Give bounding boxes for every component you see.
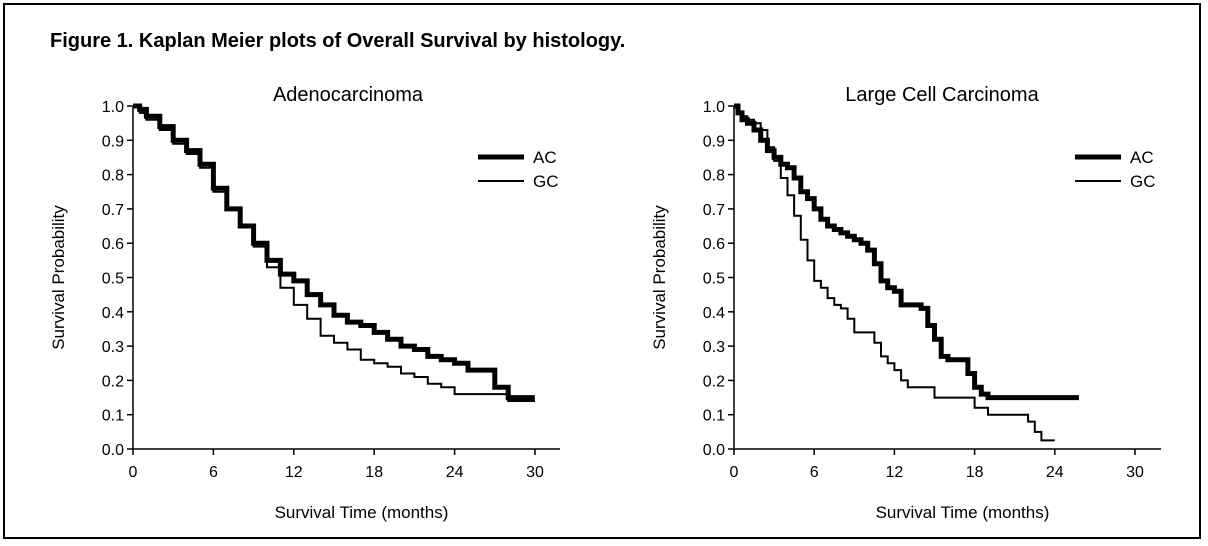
series-line-ac <box>133 103 535 401</box>
x-tick-label: 24 <box>446 464 464 481</box>
legend-label: AC <box>533 148 557 167</box>
y-tick-label: 0.2 <box>703 373 725 390</box>
y-tick-label: 0.6 <box>703 236 725 253</box>
y-tick-label: 0.2 <box>102 373 124 390</box>
y-tick-label: 0.0 <box>102 442 124 459</box>
y-tick-label: 0.8 <box>703 168 725 185</box>
x-tick-label: 6 <box>209 464 218 481</box>
x-tick-label: 0 <box>730 464 739 481</box>
y-tick-label: 0.9 <box>703 133 725 150</box>
y-axis-label: Survival Probability <box>650 205 669 350</box>
y-tick-label: 0.0 <box>703 442 725 459</box>
y-axis-label: Survival Probability <box>49 205 68 350</box>
x-axis-label: Survival Time (months) <box>876 503 1050 522</box>
y-tick-label: 0.8 <box>102 168 124 185</box>
figure-frame <box>3 3 1201 539</box>
y-tick-label: 0.4 <box>703 305 725 322</box>
y-tick-label: 0.3 <box>703 339 725 356</box>
y-tick-label: 0.1 <box>703 408 725 425</box>
x-tick-label: 12 <box>886 464 904 481</box>
chart-panel-1: Adenocarcinoma 0 6 12 18 24 30 0.0 0.1 0.2 0.3 0.4 0… <box>49 84 560 522</box>
figure-title: Figure 1. Kaplan Meier plots of Overall … <box>50 30 626 52</box>
y-tick-label: 0.3 <box>102 339 124 356</box>
y-tick-label: 1.0 <box>102 99 124 116</box>
x-tick-label: 18 <box>365 464 383 481</box>
x-tick-label: 24 <box>1046 464 1064 481</box>
y-tick-label: 0.5 <box>102 271 124 288</box>
legend-label: AC <box>1130 148 1154 167</box>
series-line-ac <box>734 103 1079 401</box>
chart-panel-2: Large Cell Carcinoma 0 6 12 18 24 30 0.0 0.1 0.2 0… <box>650 84 1161 522</box>
x-tick-label: 18 <box>966 464 984 481</box>
series-line-gc <box>133 105 535 402</box>
series-line-gc <box>734 105 1055 442</box>
y-tick-label: 1.0 <box>703 99 725 116</box>
y-tick-label: 0.5 <box>703 271 725 288</box>
x-tick-label: 30 <box>1126 464 1144 481</box>
legend-label: GC <box>1130 172 1156 191</box>
y-tick-label: 0.7 <box>102 202 124 219</box>
x-tick-label: 12 <box>285 464 303 481</box>
x-tick-label: 30 <box>526 464 544 481</box>
chart-title: Adenocarcinoma <box>273 84 424 106</box>
y-tick-label: 0.9 <box>102 133 124 150</box>
legend-label: GC <box>533 172 559 191</box>
y-tick-label: 0.7 <box>703 202 725 219</box>
x-axis-label: Survival Time (months) <box>275 503 449 522</box>
chart-title: Large Cell Carcinoma <box>845 84 1039 106</box>
x-tick-label: 0 <box>129 464 138 481</box>
y-tick-label: 0.4 <box>102 305 124 322</box>
y-tick-label: 0.6 <box>102 236 124 253</box>
y-tick-label: 0.1 <box>102 408 124 425</box>
x-tick-label: 6 <box>810 464 819 481</box>
